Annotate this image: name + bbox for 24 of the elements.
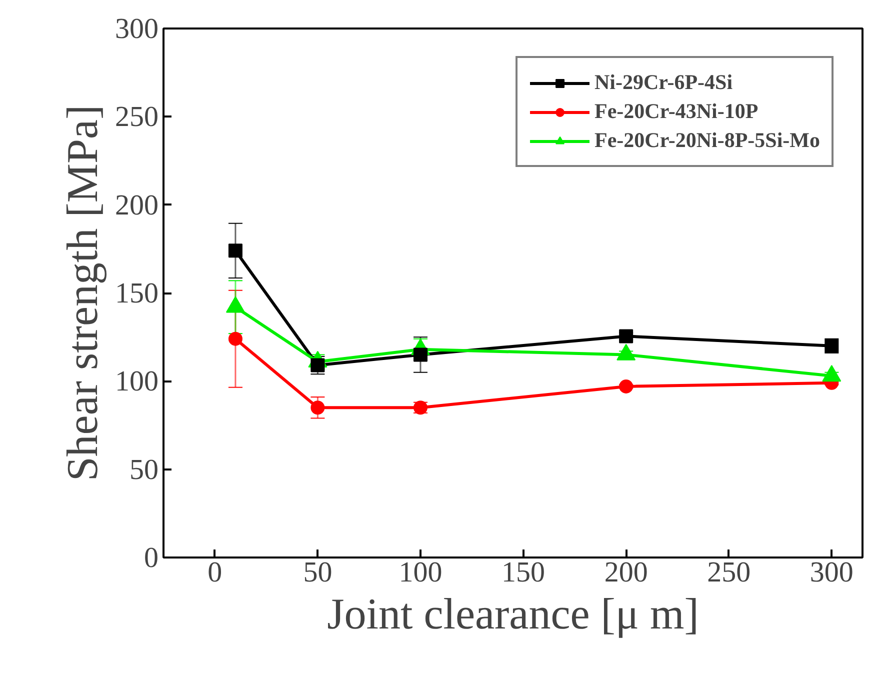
x-tick-label: 150 xyxy=(502,556,546,588)
point xyxy=(413,348,428,362)
point xyxy=(228,244,242,258)
x-tick-label: 0 xyxy=(208,556,222,588)
y-tick-label: 250 xyxy=(115,101,158,134)
legend-label: Ni-29Cr-6P-4Si xyxy=(594,70,733,95)
y-tick-label: 50 xyxy=(130,454,158,486)
x-axis-title: Joint clearance [μ m] xyxy=(327,590,699,638)
y-tick-label: 200 xyxy=(115,189,158,222)
legend-label: Fe-20Cr-43Ni-10P xyxy=(594,99,758,124)
y-tick-label: 300 xyxy=(115,13,158,45)
x-tick-label: 100 xyxy=(398,556,442,588)
y-tick-label: 150 xyxy=(115,278,158,310)
y-tick-label: 100 xyxy=(115,366,158,398)
point xyxy=(310,400,325,415)
point xyxy=(619,379,634,394)
x-tick-label: 250 xyxy=(707,556,751,588)
x-tick-label: 50 xyxy=(303,556,332,588)
point xyxy=(228,332,242,346)
x-tick-label: 300 xyxy=(810,556,854,588)
y-axis-title: Shear strength [MPa] xyxy=(58,104,107,482)
legend-label: Fe-20Cr-20Ni-8P-5Si-Mo xyxy=(594,128,820,153)
point xyxy=(619,329,634,344)
x-tick-label: 200 xyxy=(604,556,648,588)
